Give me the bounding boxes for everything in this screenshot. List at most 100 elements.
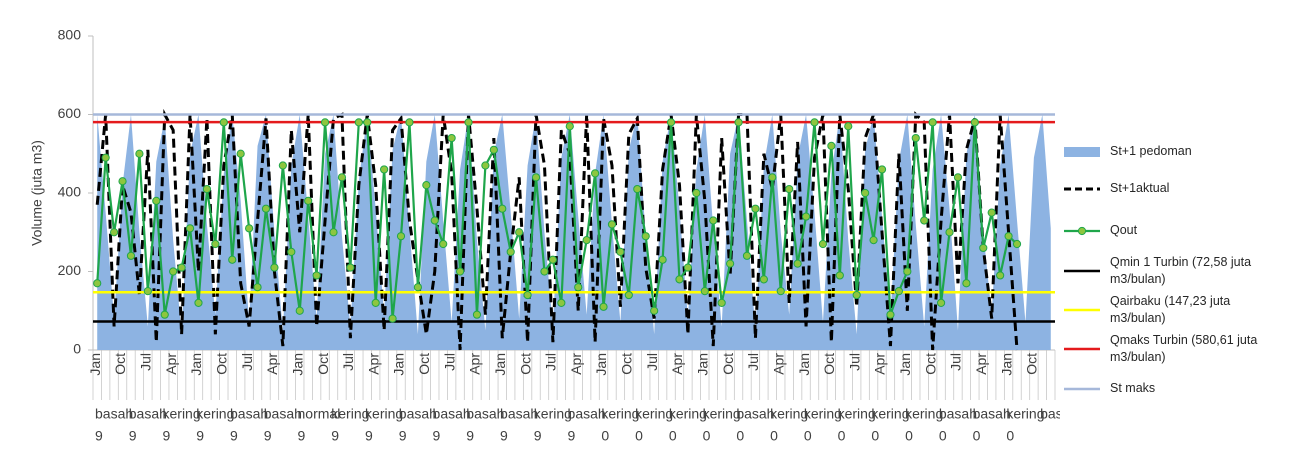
marker: [101, 153, 110, 162]
marker: [287, 247, 296, 256]
group-year: 0: [736, 428, 744, 444]
group-label: basah: [500, 406, 538, 422]
group-year: 0: [838, 428, 846, 444]
legend-swatch: [1064, 226, 1100, 235]
marker: [523, 290, 532, 300]
marker: [759, 275, 768, 284]
marker: [439, 239, 448, 249]
group-label: kering: [163, 406, 201, 422]
group-label: kering: [804, 406, 842, 422]
marker: [675, 275, 684, 284]
group-year: 9: [365, 428, 373, 444]
group-label: basah: [264, 406, 302, 422]
marker: [801, 212, 811, 221]
marker: [590, 169, 600, 178]
group-year: 9: [534, 428, 542, 444]
group-label: basah: [466, 406, 504, 422]
marker: [877, 165, 887, 174]
marker: [953, 173, 963, 182]
group-label: basah: [1040, 406, 1060, 422]
marker: [835, 271, 844, 280]
group-year: 0: [905, 428, 913, 444]
marker: [633, 184, 642, 194]
marker: [911, 133, 920, 143]
legend-entry: St+1 pedoman: [1062, 143, 1270, 160]
group-year: 0: [669, 428, 677, 444]
marker: [143, 287, 152, 296]
marker: [717, 298, 726, 307]
marker: [228, 255, 237, 264]
x-tick-label: Apr: [973, 353, 989, 375]
marker: [599, 302, 608, 311]
marker: [582, 236, 591, 245]
marker: [320, 118, 330, 127]
marker: [515, 228, 524, 237]
x-tick-label: Jan: [391, 353, 407, 376]
group-label: basah: [568, 406, 606, 422]
marker: [531, 173, 541, 182]
marker: [683, 263, 693, 272]
group-label: basah: [230, 406, 268, 422]
marker: [405, 118, 414, 127]
legend-swatch: [1064, 187, 1100, 190]
legend-entry: St maks: [1062, 380, 1270, 397]
group-year: 9: [331, 428, 339, 444]
marker: [1012, 239, 1022, 249]
marker: [430, 216, 439, 225]
x-tick-label: Jan: [87, 353, 103, 376]
marker: [413, 283, 422, 292]
group-year: 9: [95, 428, 103, 444]
x-tick-label: Jan: [897, 353, 913, 376]
marker: [928, 118, 937, 127]
group-year: 0: [635, 428, 643, 444]
legend-label: Qairbaku (147,23 juta m3/bulan): [1110, 294, 1231, 325]
marker: [540, 267, 549, 276]
group-label: kering: [331, 406, 369, 422]
marker: [785, 184, 794, 194]
marker: [666, 118, 676, 127]
line: [96, 121, 1018, 319]
marker: [177, 263, 186, 272]
legend-label: St maks: [1110, 381, 1156, 395]
marker: [861, 188, 870, 198]
legend-label: St+1aktual: [1110, 181, 1170, 195]
x-tick-label: Jul: [138, 353, 154, 371]
marker: [152, 196, 161, 205]
group-label: kering: [905, 406, 943, 422]
y-tick-label: 0: [73, 341, 81, 357]
marker: [742, 251, 752, 260]
marker: [371, 298, 380, 307]
marker: [818, 239, 828, 249]
legend: St+1 pedoman St+1aktual Qout Qmin 1 Turbin …: [1062, 0, 1291, 467]
marker: [422, 181, 431, 190]
y-tick-label: 800: [58, 27, 82, 43]
group-year: 0: [703, 428, 711, 444]
group-label: kering: [770, 406, 808, 422]
marker: [886, 310, 895, 319]
marker: [396, 232, 406, 241]
x-tick-label: Apr: [770, 353, 786, 375]
x-tick-label: Jul: [745, 353, 761, 371]
group-year: 0: [1006, 428, 1014, 444]
group-year: 9: [163, 428, 171, 444]
y-tick-label: 200: [58, 262, 82, 278]
marker: [354, 118, 363, 127]
marker: [118, 177, 127, 186]
marker: [270, 263, 279, 272]
x-tick-label: Jul: [441, 353, 457, 371]
x-tick-label: Jul: [340, 353, 356, 371]
marker: [987, 208, 996, 217]
marker: [464, 118, 473, 127]
marker: [624, 290, 633, 300]
marker: [245, 224, 254, 233]
y-axis-title: Volume (juta m3): [29, 140, 45, 246]
x-tick-label: Jul: [948, 353, 964, 371]
marker: [278, 161, 287, 170]
marker: [945, 228, 954, 237]
x-tick-label: Jan: [492, 353, 508, 376]
group-label: kering: [534, 406, 572, 422]
dashed-line: [95, 108, 1019, 351]
group-label: kering: [703, 406, 741, 422]
marker: [498, 204, 507, 213]
